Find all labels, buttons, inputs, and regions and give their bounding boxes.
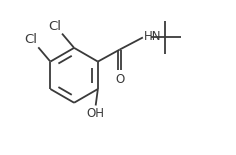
Text: Cl: Cl	[48, 20, 61, 33]
Text: HN: HN	[144, 30, 161, 43]
Text: O: O	[115, 73, 124, 86]
Text: Cl: Cl	[24, 33, 37, 46]
Text: OH: OH	[87, 107, 105, 120]
